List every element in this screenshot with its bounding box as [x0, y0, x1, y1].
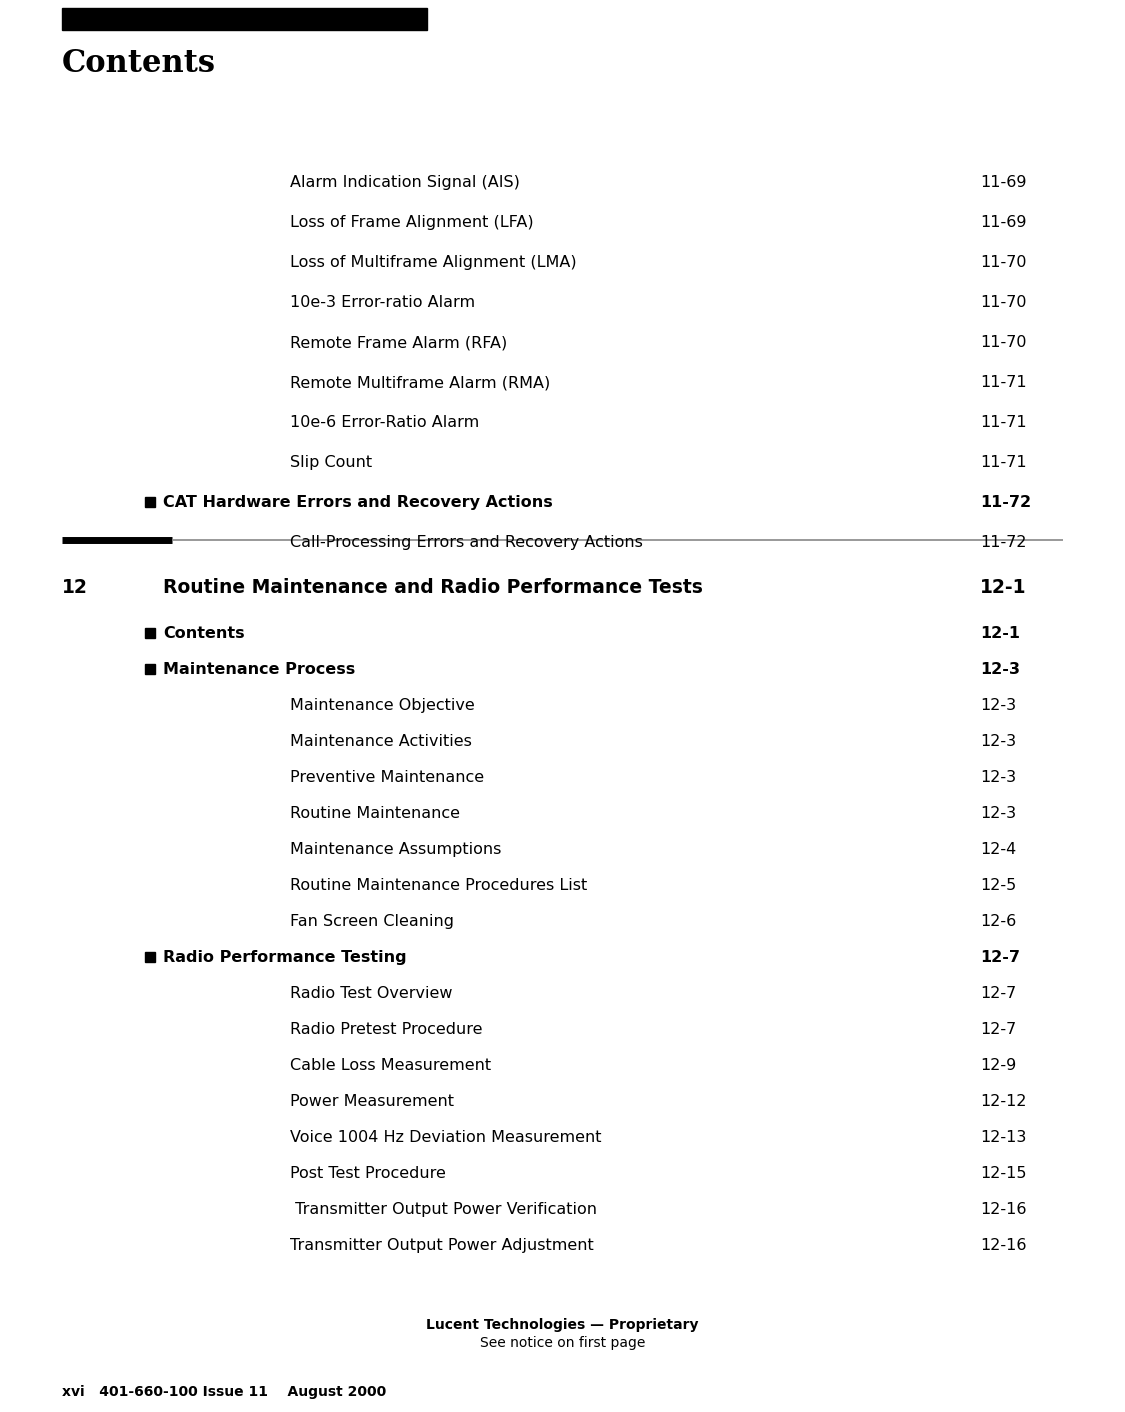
Bar [62, 8, 428, 30]
Text: Loss of Multiframe Alignment (LMA): Loss of Multiframe Alignment (LMA) [290, 256, 577, 270]
Text: 11-70: 11-70 [980, 295, 1026, 311]
Text: 12-3: 12-3 [980, 734, 1016, 748]
Text: Preventive Maintenance: Preventive Maintenance [290, 770, 484, 785]
Text: Transmitter Output Power Adjustment: Transmitter Output Power Adjustment [290, 1238, 594, 1252]
Text: CAT Hardware Errors and Recovery Actions: CAT Hardware Errors and Recovery Actions [163, 496, 552, 510]
Text: 12-3: 12-3 [980, 806, 1016, 820]
Text: 11-70: 11-70 [980, 335, 1026, 350]
Text: 12-3: 12-3 [980, 770, 1016, 785]
Text: Transmitter Output Power Verification: Transmitter Output Power Verification [290, 1202, 597, 1217]
Bar [145, 628, 155, 638]
Text: 12-3: 12-3 [980, 662, 1020, 676]
Text: Fan Screen Cleaning: Fan Screen Cleaning [290, 914, 454, 929]
Text: 11-71: 11-71 [980, 376, 1027, 390]
Text: 10e-3 Error-ratio Alarm: 10e-3 Error-ratio Alarm [290, 295, 475, 311]
Text: Slip Count: Slip Count [290, 455, 372, 470]
Text: 12-12: 12-12 [980, 1094, 1026, 1108]
Text: 11-69: 11-69 [980, 215, 1026, 230]
Text: 12-7: 12-7 [980, 1022, 1016, 1036]
Text: 11-72: 11-72 [980, 496, 1032, 510]
Text: Voice 1004 Hz Deviation Measurement: Voice 1004 Hz Deviation Measurement [290, 1130, 602, 1145]
Text: Maintenance Assumptions: Maintenance Assumptions [290, 842, 502, 857]
Text: Routine Maintenance and Radio Performance Tests: Routine Maintenance and Radio Performanc… [163, 578, 703, 597]
Text: 12-9: 12-9 [980, 1058, 1016, 1073]
Text: Remote Multiframe Alarm (RMA): Remote Multiframe Alarm (RMA) [290, 376, 550, 390]
Text: Contents: Contents [62, 48, 216, 79]
Text: 10e-6 Error-Ratio Alarm: 10e-6 Error-Ratio Alarm [290, 415, 479, 431]
Text: Routine Maintenance Procedures List: Routine Maintenance Procedures List [290, 878, 587, 892]
Text: Lucent Technologies — Proprietary: Lucent Technologies — Proprietary [426, 1317, 699, 1332]
Text: Contents: Contents [163, 626, 244, 641]
Text: Radio Test Overview: Radio Test Overview [290, 986, 452, 1001]
Text: Radio Performance Testing: Radio Performance Testing [163, 950, 406, 964]
Text: Radio Pretest Procedure: Radio Pretest Procedure [290, 1022, 483, 1036]
Text: 12-16: 12-16 [980, 1238, 1026, 1252]
Text: Cable Loss Measurement: Cable Loss Measurement [290, 1058, 492, 1073]
Text: Alarm Indication Signal (AIS): Alarm Indication Signal (AIS) [290, 175, 520, 191]
Text: 12-1: 12-1 [980, 626, 1020, 641]
Text: xvi   401-660-100 Issue 11    August 2000: xvi 401-660-100 Issue 11 August 2000 [62, 1385, 386, 1399]
Text: 11-71: 11-71 [980, 455, 1027, 470]
Text: 12-16: 12-16 [980, 1202, 1026, 1217]
Text: 12-7: 12-7 [980, 986, 1016, 1001]
Text: 11-70: 11-70 [980, 256, 1026, 270]
Text: 11-71: 11-71 [980, 415, 1027, 431]
Bar [145, 664, 155, 674]
Text: Maintenance Objective: Maintenance Objective [290, 698, 475, 713]
Text: 12-4: 12-4 [980, 842, 1016, 857]
Text: 12: 12 [62, 578, 88, 597]
Bar [145, 952, 155, 962]
Text: 12-15: 12-15 [980, 1166, 1026, 1180]
Text: 12-13: 12-13 [980, 1130, 1026, 1145]
Text: 12-1: 12-1 [980, 578, 1026, 597]
Text: See notice on first page: See notice on first page [480, 1336, 646, 1350]
Text: Post Test Procedure: Post Test Procedure [290, 1166, 446, 1180]
Text: 12-6: 12-6 [980, 914, 1016, 929]
Text: Routine Maintenance: Routine Maintenance [290, 806, 460, 820]
Text: 11-69: 11-69 [980, 175, 1026, 191]
Text: Remote Frame Alarm (RFA): Remote Frame Alarm (RFA) [290, 335, 507, 350]
Text: 11-72: 11-72 [980, 535, 1026, 551]
Text: 12-5: 12-5 [980, 878, 1016, 892]
Text: Maintenance Process: Maintenance Process [163, 662, 356, 676]
Text: 12-7: 12-7 [980, 950, 1020, 964]
Bar [145, 497, 155, 507]
Text: Call-Processing Errors and Recovery Actions: Call-Processing Errors and Recovery Acti… [290, 535, 642, 551]
Text: Loss of Frame Alignment (LFA): Loss of Frame Alignment (LFA) [290, 215, 533, 230]
Text: Maintenance Activities: Maintenance Activities [290, 734, 471, 748]
Text: Power Measurement: Power Measurement [290, 1094, 454, 1108]
Text: 12-3: 12-3 [980, 698, 1016, 713]
